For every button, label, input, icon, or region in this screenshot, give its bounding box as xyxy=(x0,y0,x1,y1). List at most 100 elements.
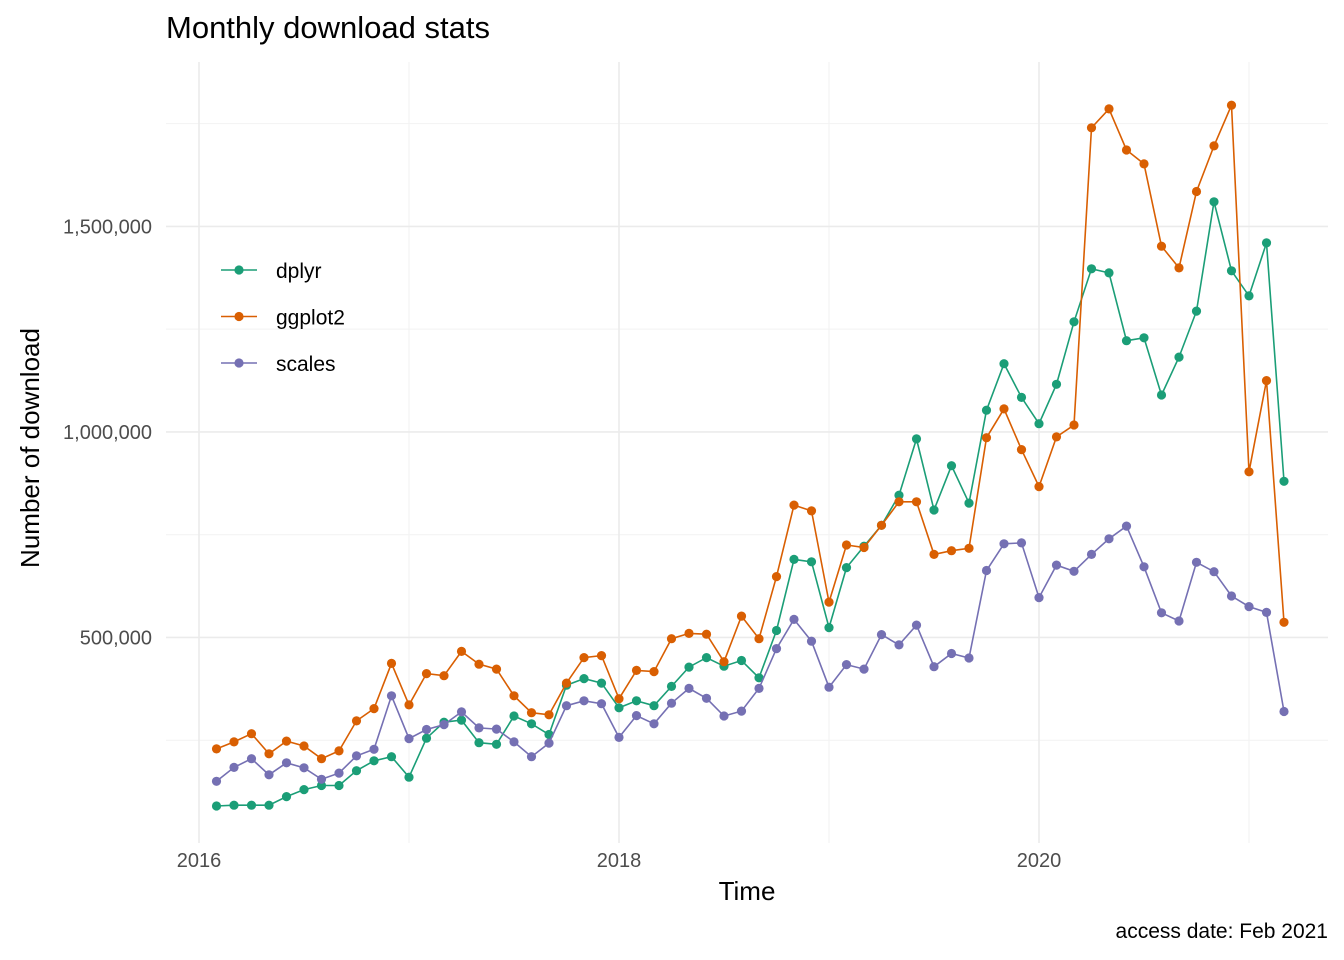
data-point xyxy=(1279,706,1289,717)
legend-item-ggplot2: ggplot2 xyxy=(221,307,345,330)
data-point xyxy=(334,780,344,791)
data-point xyxy=(1086,549,1097,560)
data-point xyxy=(701,653,712,663)
data-point xyxy=(981,433,992,443)
data-point xyxy=(1104,268,1114,278)
data-point xyxy=(981,405,992,415)
data-point xyxy=(1016,538,1027,548)
data-point xyxy=(911,620,922,630)
data-point xyxy=(736,706,747,716)
y-tick-label: 1,500,000 xyxy=(63,216,152,238)
data-point xyxy=(491,664,502,674)
data-point xyxy=(1069,420,1079,430)
data-point xyxy=(281,792,292,802)
grid xyxy=(166,62,1328,843)
data-point xyxy=(999,404,1009,414)
data-point xyxy=(964,543,974,553)
data-point xyxy=(999,539,1009,549)
data-point xyxy=(1104,534,1114,544)
data-point xyxy=(456,646,467,657)
data-point xyxy=(1156,390,1167,400)
data-point xyxy=(911,434,922,444)
data-point xyxy=(421,733,432,743)
data-point xyxy=(1261,607,1272,618)
data-point xyxy=(264,749,274,759)
data-point xyxy=(246,729,257,739)
data-point xyxy=(281,758,292,768)
data-point xyxy=(334,768,344,778)
data-point xyxy=(474,659,484,669)
data-point xyxy=(1209,141,1219,151)
data-point xyxy=(491,739,502,749)
y-axis: 500,000 1,000,000 1,500,000 xyxy=(63,216,152,649)
data-point xyxy=(351,751,362,761)
data-point xyxy=(684,662,694,672)
data-point xyxy=(1209,197,1219,207)
data-point xyxy=(474,738,484,748)
data-point xyxy=(824,623,834,633)
caption: access date: Feb 2021 xyxy=(1115,920,1328,943)
x-tick-label: 2016 xyxy=(177,850,222,872)
data-point xyxy=(666,634,677,644)
data-point xyxy=(369,756,379,766)
data-point xyxy=(964,498,974,508)
data-point xyxy=(1069,317,1079,327)
series-scales xyxy=(211,521,1289,786)
data-point xyxy=(719,711,729,721)
data-point xyxy=(789,614,799,625)
data-point xyxy=(509,711,519,721)
data-point xyxy=(876,630,887,640)
data-point xyxy=(1034,419,1044,429)
data-point xyxy=(579,653,589,663)
data-point xyxy=(1279,617,1289,627)
data-point xyxy=(561,678,572,688)
data-point xyxy=(771,625,782,636)
data-point xyxy=(929,662,939,672)
x-tick-label: 2018 xyxy=(597,850,642,872)
data-point xyxy=(509,737,519,747)
data-point xyxy=(1104,104,1114,114)
data-point xyxy=(1174,616,1184,626)
series-dplyr xyxy=(211,197,1289,811)
data-point xyxy=(544,710,554,720)
data-point xyxy=(789,500,799,510)
data-point xyxy=(579,674,589,684)
data-point xyxy=(1226,266,1237,276)
legend-key-point xyxy=(234,265,244,275)
data-point xyxy=(946,648,957,659)
data-point xyxy=(1191,557,1202,567)
data-point xyxy=(246,800,257,810)
data-point xyxy=(789,554,799,565)
chart-title: Monthly download stats xyxy=(166,10,490,45)
data-point xyxy=(771,572,782,582)
data-point xyxy=(1086,264,1097,274)
data-point xyxy=(421,724,432,735)
series-line xyxy=(216,201,1285,807)
data-point xyxy=(1191,306,1202,316)
data-point xyxy=(439,720,449,730)
data-point xyxy=(824,682,834,692)
data-point xyxy=(561,701,572,711)
data-point xyxy=(526,719,537,729)
data-point xyxy=(299,763,309,773)
data-point xyxy=(1226,100,1237,110)
data-point xyxy=(1051,379,1062,389)
data-point xyxy=(701,629,712,639)
data-point xyxy=(544,738,554,748)
y-tick-label: 1,000,000 xyxy=(63,422,152,444)
plot-area xyxy=(211,100,1289,811)
x-axis: 2016 2018 2020 xyxy=(177,850,1062,872)
data-point xyxy=(351,716,362,726)
data-point xyxy=(859,542,869,553)
data-point xyxy=(1191,186,1202,197)
data-point xyxy=(1226,591,1237,601)
data-point xyxy=(1261,238,1272,248)
data-point xyxy=(211,744,222,754)
data-point xyxy=(1086,123,1097,133)
data-point xyxy=(264,770,274,780)
data-point xyxy=(596,651,607,661)
data-point xyxy=(579,696,589,706)
data-point xyxy=(369,704,379,714)
data-point xyxy=(614,732,624,743)
